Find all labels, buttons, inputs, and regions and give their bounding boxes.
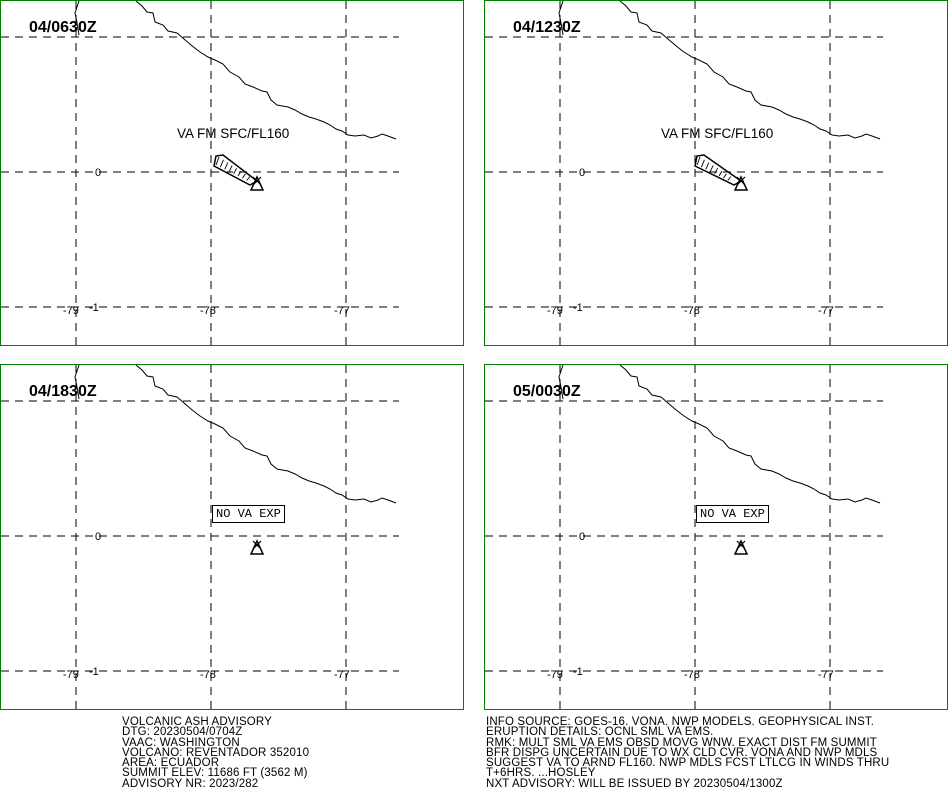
coastline (74, 1, 80, 36)
panel-valid-time: 04/0630Z (29, 19, 97, 36)
advisory-line: DTG: 20230504/0704Z (122, 726, 243, 739)
lat-label: -1 (573, 666, 583, 678)
lat-label: 0 (579, 531, 585, 543)
ash-height-label: VA FM SFC/FL160 (177, 126, 290, 141)
advisory-line: SUMMIT ELEV: 11686 FT (3562 M) (122, 767, 308, 780)
ash-height-label: VA FM SFC/FL160 (661, 126, 774, 141)
map-canvas: 0 -1 -79 -78 -77 (485, 365, 883, 709)
forecast-panel: 0 -1 -79 -78 -77 04/0630Z VA FM SFC/FL160 (0, 0, 464, 346)
advisory-line: VOLCANO: REVENTADOR 352010 (122, 746, 310, 759)
coastline (558, 1, 564, 36)
advisory-line: SUGGEST VA TO ARND FL160. NWP MDLS FCST … (486, 757, 890, 770)
advisory-line: ADVISORY NR: 2023/282 (122, 777, 259, 790)
lon-label: -77 (818, 305, 834, 317)
forecast-panel: 0 -1 -79 -78 -77 04/1830Z NO VA EXP (0, 364, 464, 710)
advisory-line: VOLCANIC ASH ADVISORY (122, 716, 272, 728)
lat-label: -1 (89, 666, 99, 678)
advisory-line: T+6HRS. ...HOSLEY (486, 767, 596, 780)
advisory-line: INFO SOURCE: GOES-16. VONA. NWP MODELS. … (486, 716, 875, 728)
coastline (619, 365, 881, 504)
coastline (74, 365, 80, 400)
lon-label: -79 (547, 305, 563, 317)
ash-plume-polygon (213, 154, 259, 186)
lon-label: -77 (334, 305, 350, 317)
map-canvas: 0 -1 -79 -78 -77 (1, 1, 399, 345)
no-va-expected-box: NO VA EXP (212, 505, 285, 523)
advisory-line: BFR DISPG UNCERTAIN DUE TO WX CLD CVR. V… (486, 746, 878, 759)
advisory-line: AREA: ECUADOR (122, 757, 220, 770)
advisory-line: ERUPTION DETAILS: OCNL SML VA EMS. (486, 726, 714, 739)
lon-label: -77 (818, 669, 834, 681)
advisory-left-text: VOLCANIC ASH ADVISORY DTG: 20230504/0704Z… (122, 716, 310, 790)
coastline (135, 1, 397, 140)
lon-label: -79 (63, 669, 79, 681)
panel-valid-time: 04/1830Z (29, 383, 97, 400)
volcano-icon (249, 539, 265, 555)
map-canvas: 0 -1 -79 -78 -77 (1, 365, 399, 709)
advisory-line: NXT ADVISORY: WILL BE ISSUED BY 20230504… (486, 777, 783, 790)
advisory-line: VAAC: WASHINGTON (122, 736, 240, 749)
lat-label: -1 (573, 302, 583, 314)
coastline (135, 365, 397, 504)
lon-label: -78 (200, 669, 216, 681)
lat-label: 0 (579, 167, 585, 179)
lon-label: -77 (334, 669, 350, 681)
lon-label: -78 (684, 305, 700, 317)
advisory-line: RMK: MULT SML VA EMS OBSD MOVG WNW. EXAC… (486, 736, 877, 749)
forecast-panel: 0 -1 -79 -78 -77 05/0030Z NO VA EXP (484, 364, 948, 710)
lon-label: -78 (200, 305, 216, 317)
lat-label: 0 (95, 531, 101, 543)
lat-label: 0 (95, 167, 101, 179)
forecast-panel: 0 -1 -79 -78 -77 04/1230Z VA FM SFC/FL160 (484, 0, 948, 346)
coastline (558, 365, 564, 400)
lon-label: -78 (684, 669, 700, 681)
advisory-right-text: INFO SOURCE: GOES-16. VONA. NWP MODELS. … (486, 716, 890, 790)
lon-label: -79 (547, 669, 563, 681)
lon-label: -79 (63, 305, 79, 317)
panel-valid-time: 05/0030Z (513, 383, 581, 400)
lat-label: -1 (89, 302, 99, 314)
panel-valid-time: 04/1230Z (513, 19, 581, 36)
ash-plume-polygon (694, 154, 743, 186)
volcano-icon (733, 539, 749, 555)
no-va-expected-box: NO VA EXP (696, 505, 769, 523)
coastline (619, 1, 881, 140)
map-canvas: 0 -1 -79 -78 -77 (485, 1, 883, 345)
